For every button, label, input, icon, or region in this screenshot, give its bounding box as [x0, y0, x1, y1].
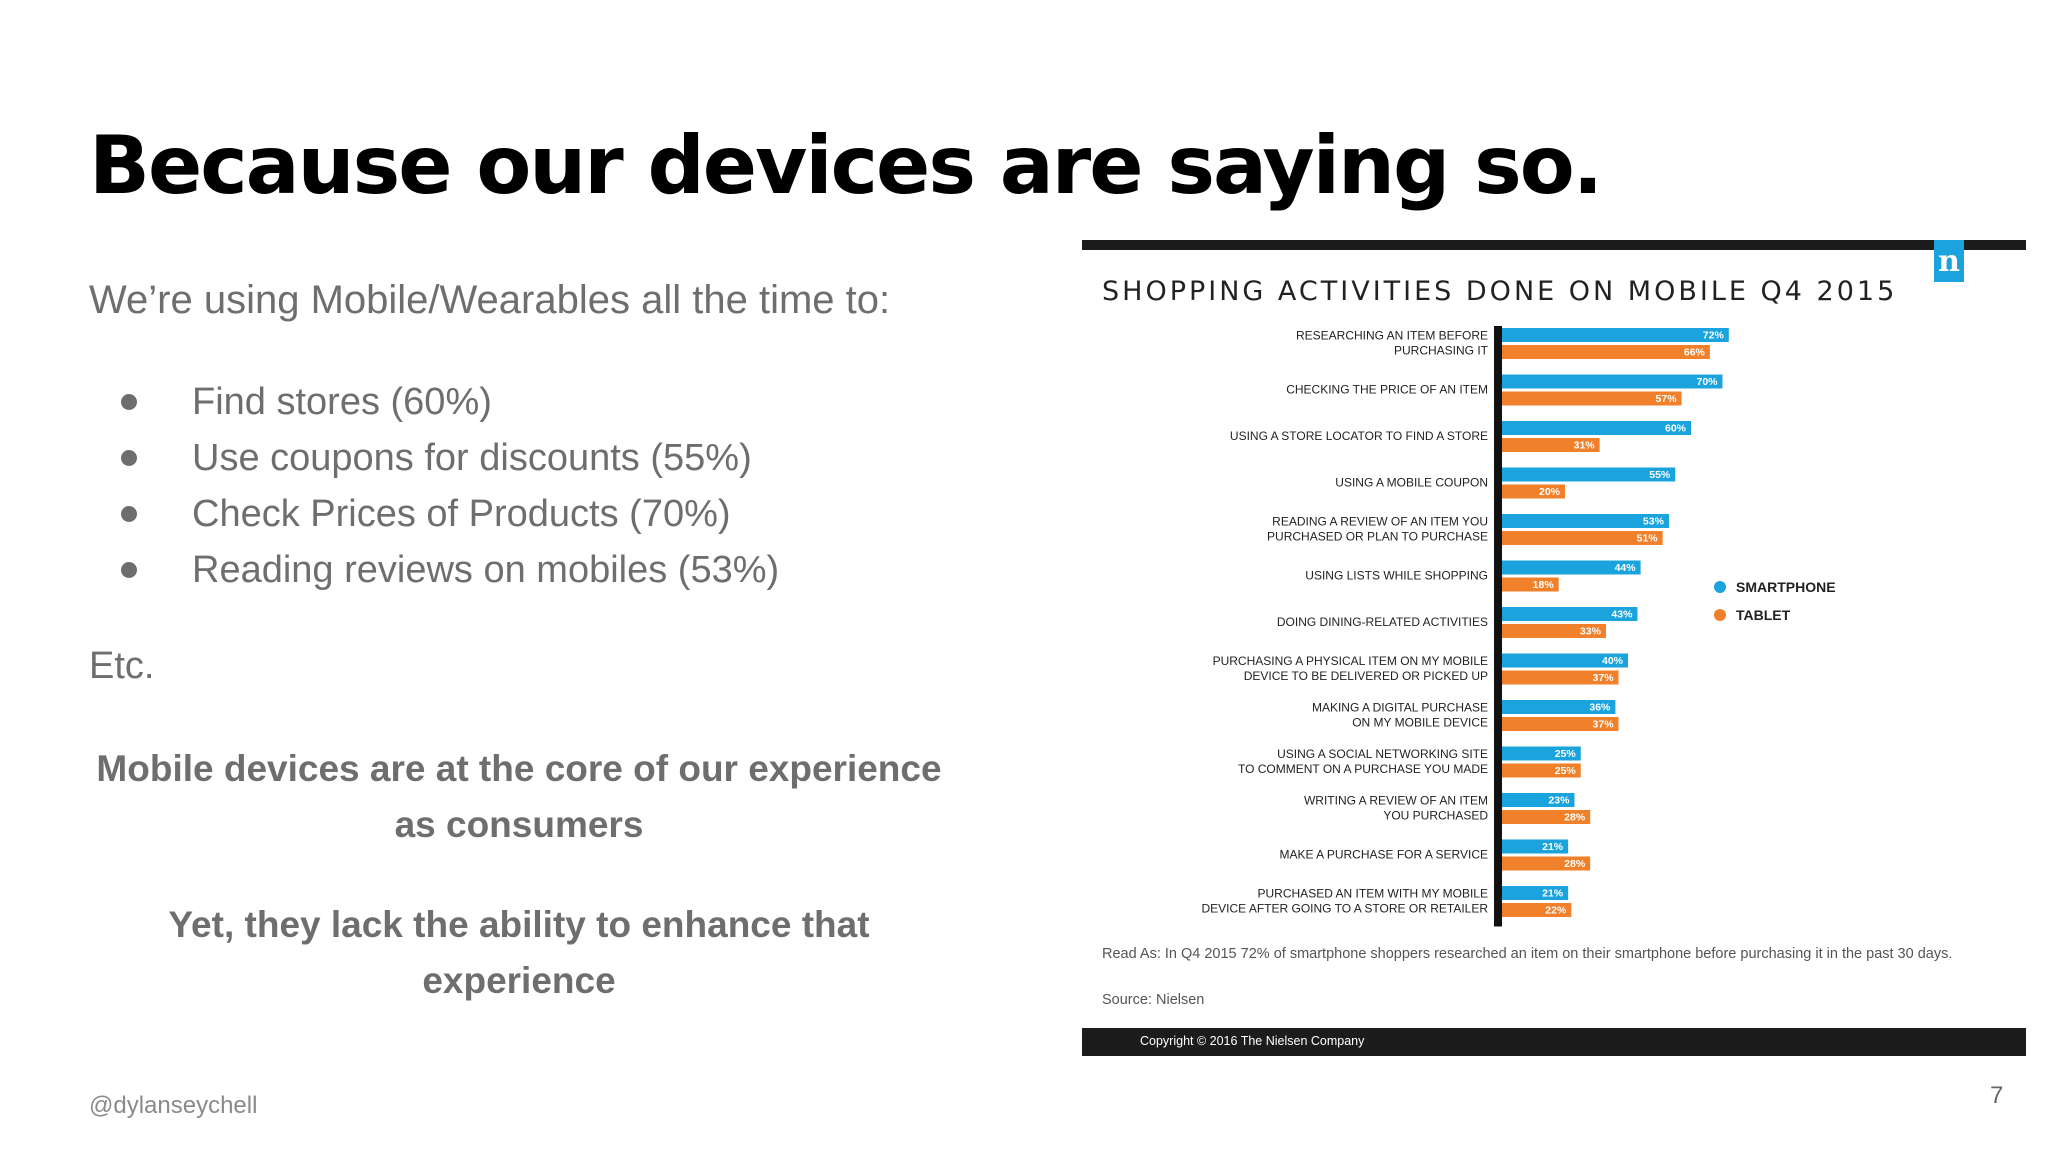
bar-smartphone: [1502, 328, 1729, 342]
bar-tablet: [1502, 810, 1591, 824]
source-note: Source: Nielsen: [1102, 992, 1205, 1008]
bar-smartphone: [1502, 886, 1569, 900]
bar-value-label: 18%: [1533, 579, 1555, 591]
bar-value-label: 44%: [1615, 562, 1637, 574]
bullet-text: Find stores (60%): [192, 381, 492, 423]
bullet-list: Find stores (60%) Use coupons for discou…: [89, 374, 779, 598]
bullet-dot-icon: [121, 394, 137, 410]
bar-value-label: 31%: [1574, 440, 1596, 452]
emphasis-statement-secondary: Yet, they lack the ability to enhance th…: [168, 904, 870, 1001]
bullet-item: Find stores (60%): [89, 374, 779, 430]
bar-tablet: [1502, 903, 1572, 917]
bar-tablet: [1502, 670, 1619, 685]
bar-tablet: [1502, 577, 1559, 592]
bar-smartphone: [1502, 514, 1669, 528]
bar-value-label: 60%: [1665, 423, 1687, 435]
bar-value-label: 21%: [1542, 888, 1564, 900]
bar-value-label: 51%: [1637, 533, 1659, 545]
panel-footer: Copyright © 2016 The Nielsen Company: [1082, 1028, 2026, 1056]
bar-tablet: [1502, 484, 1565, 499]
bar-value-label: 33%: [1580, 626, 1602, 638]
bar-value-label: 21%: [1542, 841, 1564, 853]
bar-value-label: 57%: [1656, 393, 1678, 405]
chart-title: SHOPPING ACTIVITIES DONE ON MOBILE Q4 20…: [1102, 276, 1898, 307]
bar-smartphone: [1502, 653, 1628, 668]
legend-smartphone-icon: [1714, 581, 1726, 593]
category-label: USING A STORE LOCATOR TO FIND A STORE: [1230, 429, 1488, 443]
bar-value-label: 43%: [1611, 609, 1633, 621]
legend-tablet-icon: [1714, 609, 1726, 621]
bar-value-label: 22%: [1545, 905, 1567, 917]
bar-value-label: 55%: [1649, 469, 1671, 481]
bullet-dot-icon: [121, 450, 137, 466]
category-label: DOING DINING-RELATED ACTIVITIES: [1277, 615, 1488, 629]
bar-tablet: [1502, 391, 1682, 406]
bar-value-label: 28%: [1564, 858, 1586, 870]
page-number: 7: [1990, 1082, 2004, 1109]
category-label: PURCHASED AN ITEM WITH MY MOBILE DEVICE A…: [1201, 887, 1488, 916]
bar-value-label: 37%: [1593, 672, 1615, 684]
bar-smartphone: [1502, 374, 1723, 389]
bar-tablet: [1502, 438, 1600, 452]
bar-value-label: 28%: [1564, 812, 1586, 824]
bar-value-label: 72%: [1703, 330, 1725, 342]
category-label: USING LISTS WHILE SHOPPING: [1305, 569, 1488, 583]
bar-tablet: [1502, 763, 1581, 778]
bar-smartphone: [1502, 467, 1676, 482]
bar-smartphone: [1502, 746, 1581, 761]
legend-label: TABLET: [1736, 607, 1791, 623]
bullet-item: Reading reviews on mobiles (53%): [89, 542, 779, 598]
bar-value-label: 25%: [1555, 748, 1577, 760]
bar-value-label: 40%: [1602, 655, 1624, 667]
bar-value-label: 25%: [1555, 765, 1577, 777]
author-handle: @dylanseychell: [89, 1092, 258, 1119]
chart-axis-line: [1494, 326, 1502, 927]
bar-value-label: 66%: [1684, 347, 1706, 359]
bar-tablet: [1502, 531, 1663, 545]
bar-chart: RESEARCHING AN ITEM BEFORE PURCHASING IT 7…: [1201, 326, 1836, 927]
chart-panel: n SHOPPING ACTIVITIES DONE ON MOBILE Q4 …: [1082, 240, 2026, 1056]
bullet-item: Check Prices of Products (70%): [89, 486, 779, 542]
bar-tablet: [1502, 624, 1606, 638]
copyright-text: Copyright © 2016 The Nielsen Company: [1140, 1034, 1365, 1048]
category-label: USING A MOBILE COUPON: [1335, 476, 1488, 490]
bullet-text: Use coupons for discounts (55%): [192, 437, 752, 479]
bar-smartphone: [1502, 793, 1575, 807]
bullet-text: Reading reviews on mobiles (53%): [192, 549, 780, 591]
bar-value-label: 37%: [1593, 719, 1615, 731]
category-label: READING A REVIEW OF AN ITEM YOU PURCHASED…: [1267, 515, 1488, 544]
bar-value-label: 20%: [1539, 486, 1561, 498]
bar-value-label: 23%: [1548, 795, 1570, 807]
category-label: MAKE A PURCHASE FOR A SERVICE: [1279, 848, 1488, 862]
bullet-item: Use coupons for discounts (55%): [89, 430, 779, 486]
bar-tablet: [1502, 717, 1619, 731]
category-label: USING A SOCIAL NETWORKING SITE TO COMMENT…: [1238, 747, 1488, 776]
bullet-dot-icon: [121, 506, 137, 522]
bar-value-label: 70%: [1696, 376, 1718, 388]
bullet-text: Check Prices of Products (70%): [192, 493, 731, 535]
bar-smartphone: [1502, 607, 1638, 621]
nielsen-logo-icon: n: [1934, 240, 1964, 282]
category-label: RESEARCHING AN ITEM BEFORE PURCHASING IT: [1296, 329, 1489, 358]
bar-tablet: [1502, 345, 1710, 359]
bullet-dot-icon: [121, 562, 137, 578]
emphasis-statement: Mobile devices are at the core of our ex…: [96, 748, 942, 845]
intro-text: We’re using Mobile/Wearables all the tim…: [89, 278, 891, 322]
bar-smartphone: [1502, 421, 1691, 435]
read-as-note: Read As: In Q4 2015 72% of smartphone sh…: [1102, 946, 1953, 962]
bar-smartphone: [1502, 700, 1616, 714]
legend-label: SMARTPHONE: [1736, 579, 1836, 595]
panel-top-bar: [1082, 240, 2026, 250]
bar-tablet: [1502, 856, 1591, 871]
etc-text: Etc.: [89, 645, 155, 687]
category-label: WRITING A REVIEW OF AN ITEM YOU PURCHASED: [1304, 794, 1488, 823]
category-label: CHECKING THE PRICE OF AN ITEM: [1286, 383, 1488, 397]
slide-title: Because our devices are saying so.: [89, 119, 1603, 212]
bar-smartphone: [1502, 560, 1641, 575]
bar-value-label: 53%: [1643, 516, 1665, 528]
bar-value-label: 36%: [1589, 702, 1611, 714]
bar-smartphone: [1502, 839, 1569, 854]
category-label: MAKING A DIGITAL PURCHASE ON MY MOBILE DE…: [1312, 701, 1488, 730]
category-label: PURCHASING A PHYSICAL ITEM ON MY MOBILE D…: [1213, 654, 1488, 683]
